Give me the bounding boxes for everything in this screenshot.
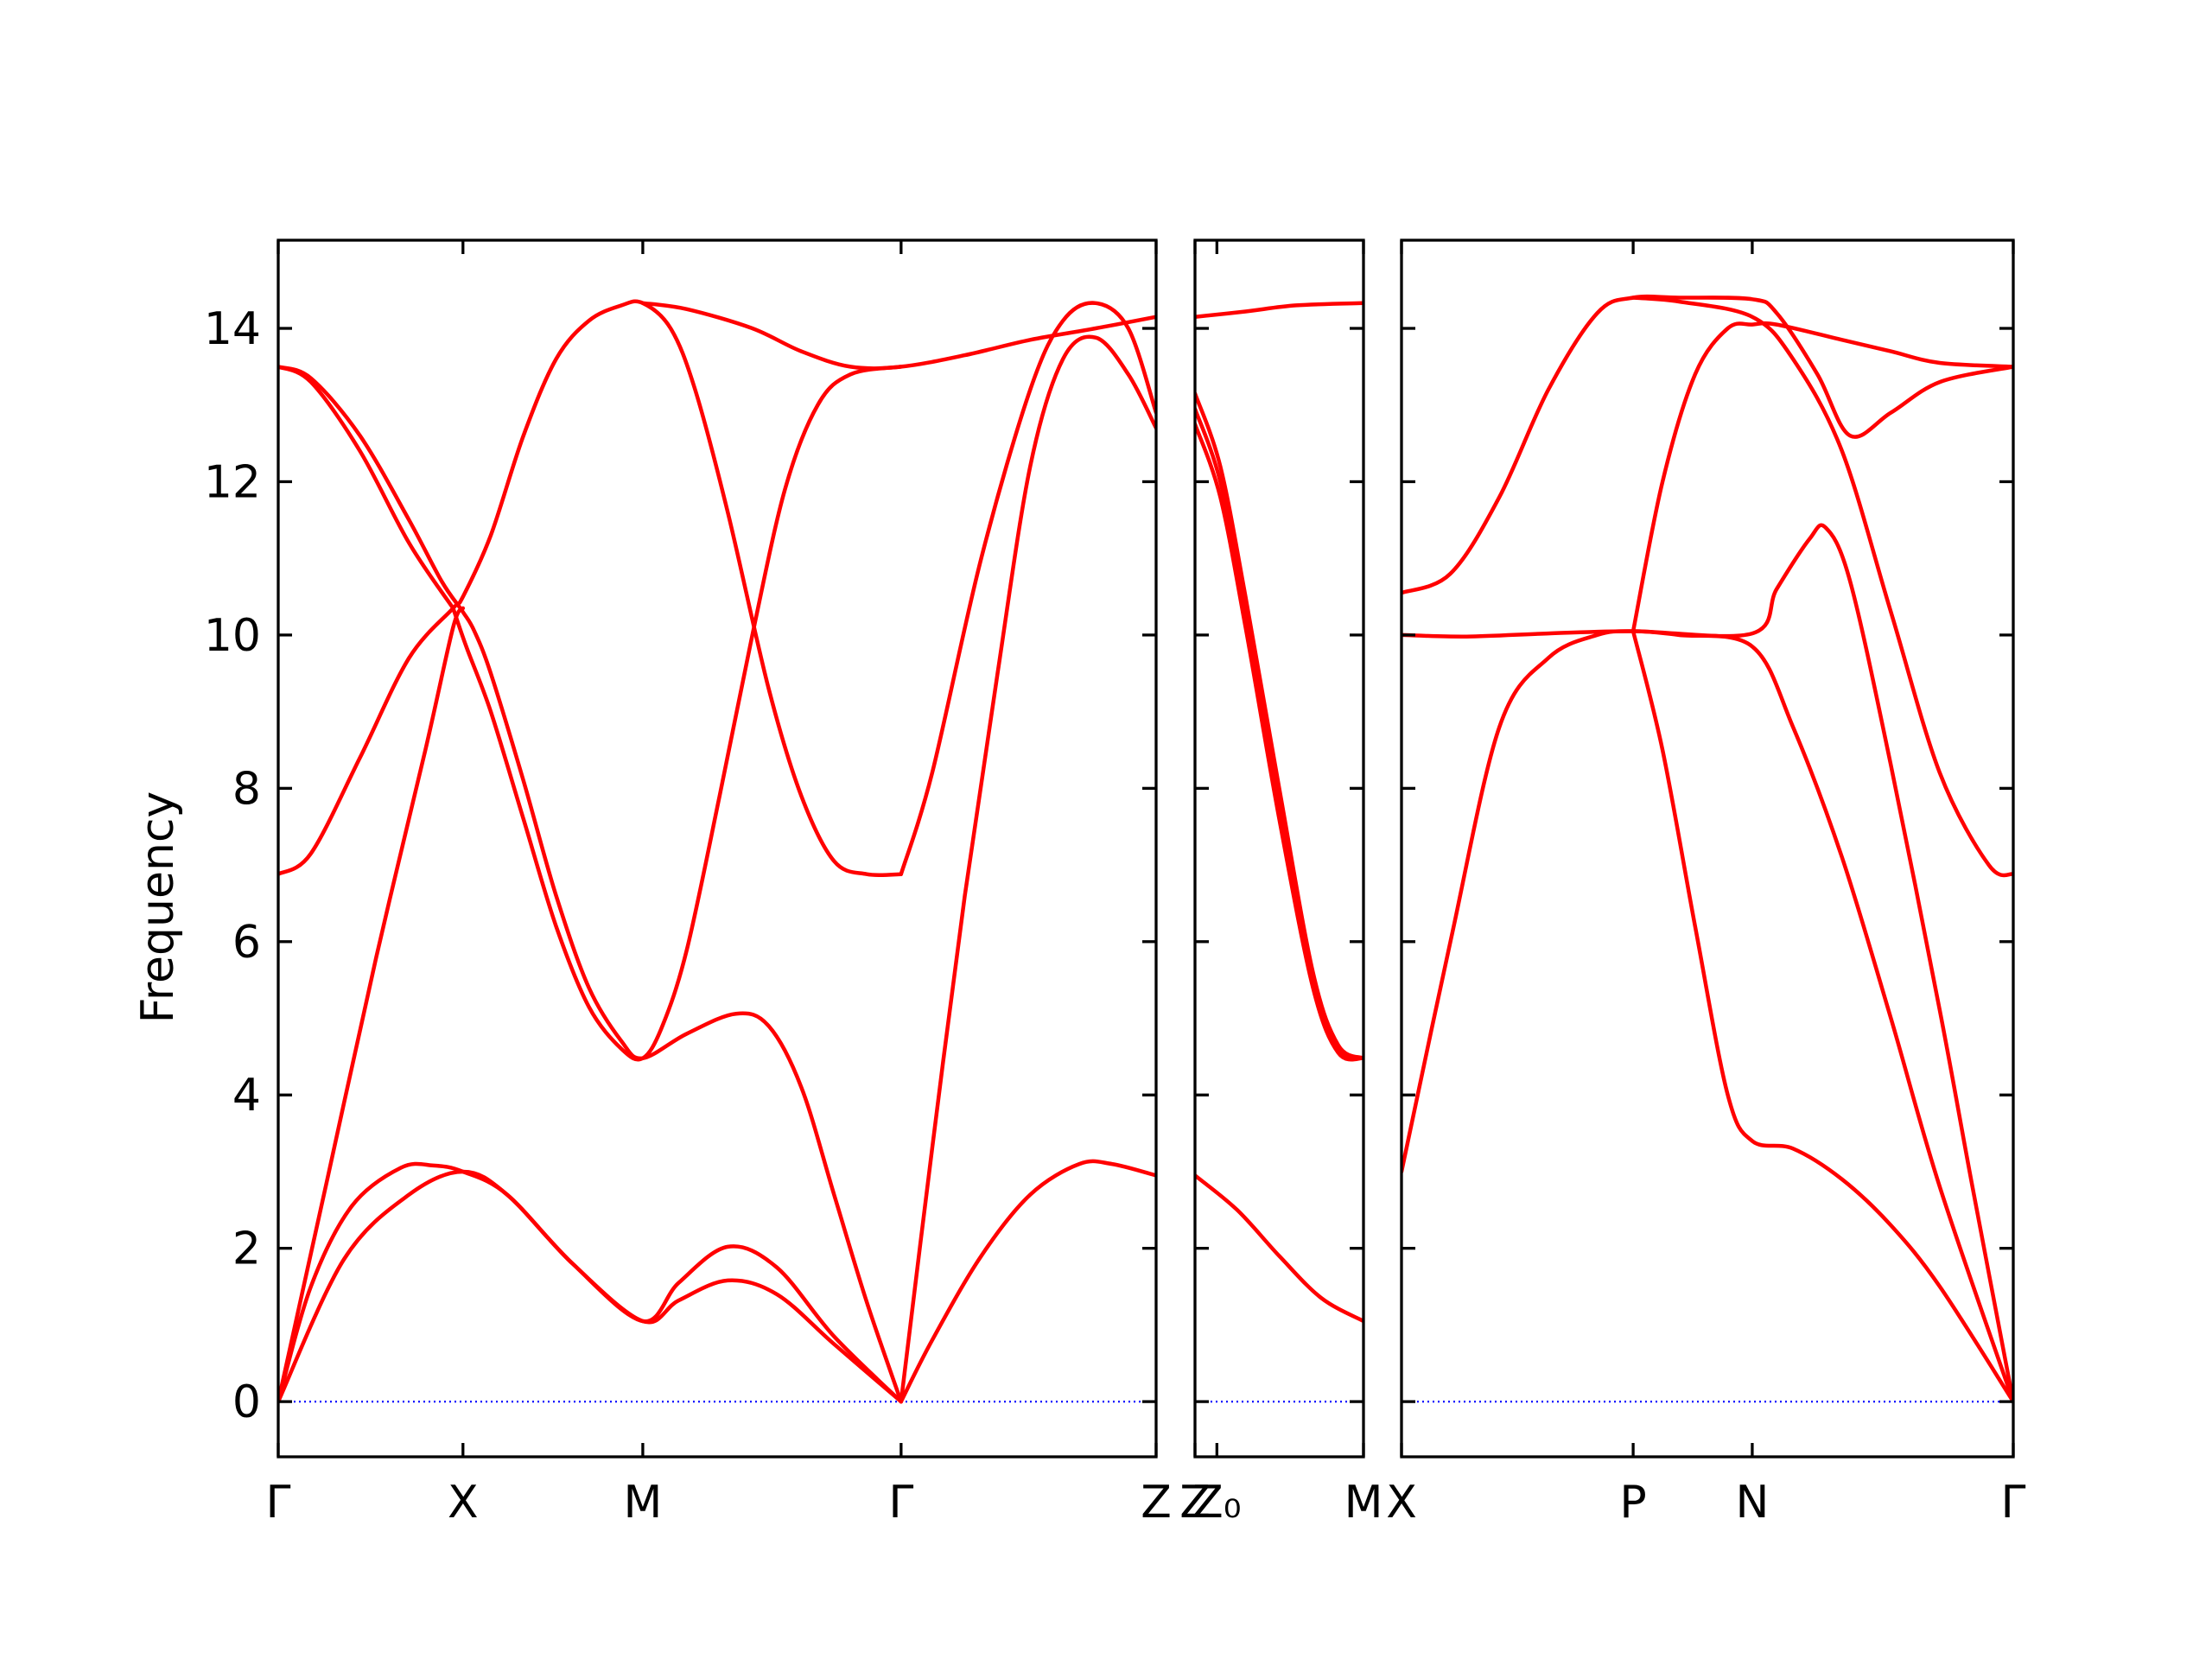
band-line-2-1 — [1195, 303, 1363, 317]
band-line-3-5 — [1633, 323, 2013, 631]
band-line-3-1 — [1402, 296, 2013, 593]
plot-frame — [1402, 240, 2013, 1457]
x-tick-label: Γ — [266, 1477, 291, 1529]
y-tick-label: 14 — [204, 303, 261, 355]
band-line-2-5 — [1195, 1175, 1363, 1321]
plot-frame — [1195, 240, 1363, 1457]
band-line-1-8 — [643, 303, 1156, 369]
x-tick-label: N — [1735, 1477, 1769, 1529]
band-group — [1195, 303, 1363, 1321]
y-tick-label: 8 — [232, 763, 261, 815]
band-line-2-4 — [1195, 424, 1363, 1059]
band-line-1-9 — [901, 1161, 1156, 1402]
band-line-2-3 — [1195, 409, 1363, 1058]
x-tick-label: Γ — [2001, 1477, 2026, 1529]
band-line-1-4 — [453, 366, 900, 1059]
y-axis-label: Frequency — [132, 791, 184, 1024]
band-line-1-6 — [278, 366, 901, 1402]
band-line-1-1 — [278, 1172, 901, 1402]
y-tick-label: 10 — [204, 610, 261, 662]
band-line-3-3 — [1402, 631, 2013, 1402]
band-line-3-4 — [1633, 632, 2013, 1402]
band-group — [1402, 296, 2013, 1402]
band-group — [278, 302, 1156, 1402]
band-line-3-2 — [1402, 525, 2013, 1402]
plot-frame — [278, 240, 1156, 1457]
y-tick-label: 6 — [232, 917, 261, 969]
band-line-1-5 — [278, 302, 901, 875]
x-tick-label: M — [623, 1477, 662, 1529]
x-tick-label: X — [448, 1477, 479, 1529]
y-tick-label: 0 — [232, 1376, 261, 1428]
panel-1: 0 2 4 6 8 10 12 14 Γ X M Γ Z — [204, 240, 1172, 1529]
panel-2: ZZ₀ M — [1179, 240, 1382, 1529]
y-tick-label: 4 — [232, 1070, 261, 1122]
x-tick-label: Γ — [888, 1477, 913, 1529]
band-line-1-7 — [278, 366, 453, 608]
band-line-1-2 — [278, 1164, 901, 1402]
x-tick-label: Z — [1141, 1477, 1172, 1529]
y-tick-label: 2 — [232, 1224, 261, 1275]
x-tick-label: X — [1386, 1477, 1417, 1529]
band-line-1-11 — [901, 337, 1156, 1402]
x-tick-label: P — [1619, 1477, 1646, 1529]
x-tick-label: M — [1344, 1477, 1383, 1529]
band-line-1-3 — [278, 608, 463, 1402]
band-line-1-10 — [901, 303, 1156, 874]
y-tick-label: 12 — [204, 456, 261, 508]
x-tick-label: Z₀ — [1192, 1477, 1241, 1529]
